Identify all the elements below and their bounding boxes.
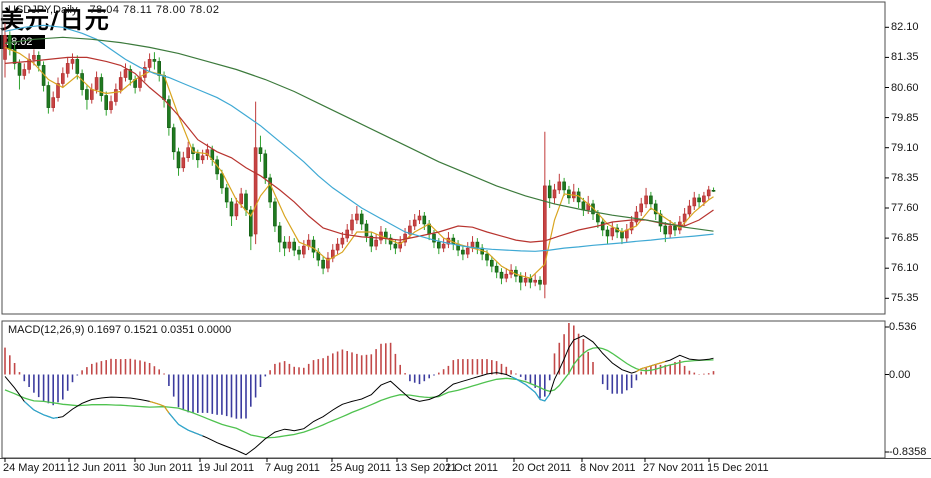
macd-cross-segment <box>636 360 666 373</box>
price-tick-label: 81.35 <box>891 51 919 63</box>
macd-histogram <box>4 323 715 419</box>
time-tick-label: 19 Jul 2011 <box>198 462 255 474</box>
macd-cross-segment <box>149 400 170 414</box>
ma-mid-red <box>4 56 714 243</box>
price-tick-label: 76.10 <box>891 262 919 274</box>
time-tick-label: 8 Nov 2011 <box>580 462 636 474</box>
time-tick-label: 30 Jun 2011 <box>133 462 193 474</box>
time-tick-label: 7 Aug 2011 <box>265 462 320 474</box>
time-tick-label: 12 Jun 2011 <box>67 462 127 474</box>
time-tick-label: 24 May 2011 <box>3 462 66 474</box>
price-tick-label: 76.85 <box>891 232 919 244</box>
symbol-label: USDJPY,Daily <box>8 4 78 16</box>
time-tick-label: 2 Oct 2011 <box>445 462 498 474</box>
price-tick-label: 78.35 <box>891 172 919 184</box>
ma-fast-orange <box>4 46 714 279</box>
macd-cross-segment <box>168 412 203 437</box>
ohlc-values: 78.04 78.11 78.00 78.02 <box>89 4 220 16</box>
macd-cross-segment <box>510 376 551 402</box>
price-tick-label: 79.85 <box>891 112 919 124</box>
macd-main-line <box>4 335 714 456</box>
time-tick-label: 27 Nov 2011 <box>643 462 705 474</box>
price-tick-label: 80.60 <box>891 82 919 94</box>
price-tick-label: 82.10 <box>891 21 919 33</box>
macd-signal-line <box>4 346 714 439</box>
macd-tick-label: 0.00 <box>889 369 911 381</box>
macd-indicator-label: MACD(12,26,9) 0.1697 0.1521 0.0351 0.000… <box>8 324 232 336</box>
candles-layer <box>3 23 716 299</box>
macd-panel-border <box>1 320 886 459</box>
time-tick-label: 25 Aug 2011 <box>330 462 391 474</box>
macd-tick-label: -0.8358 <box>889 446 927 458</box>
price-tick-label: 79.10 <box>891 142 919 154</box>
price-tick-label: 77.60 <box>891 202 919 214</box>
macd-cross-segment <box>23 400 59 419</box>
ma-slowest-green <box>4 36 714 232</box>
main-panel-border <box>1 1 886 315</box>
time-tick-label: 13 Sep 2011 <box>395 462 457 474</box>
ma-slow-cyan <box>4 24 714 252</box>
chart-title-overlay: 美元/日元 <box>0 6 110 34</box>
symbol-ohlc-header: USDJPY,Daily 78.04 78.11 78.00 78.02 <box>8 4 219 16</box>
time-tick-label: 20 Oct 2011 <box>512 462 572 474</box>
time-tick-label: 15 Dec 2011 <box>707 462 769 474</box>
macd-tick-label: 0.536 <box>889 321 917 333</box>
price-tick-label: 75.35 <box>891 292 919 304</box>
